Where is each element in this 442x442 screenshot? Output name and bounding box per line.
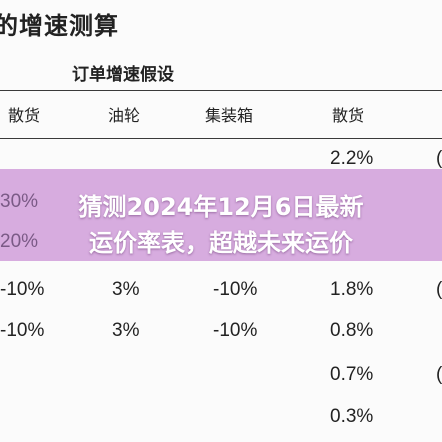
table-cell-obscured: 30% <box>0 191 39 212</box>
table-cell: 0.7% <box>330 364 374 385</box>
table-cell: -10% <box>213 320 258 341</box>
truncated-column-glyph: ( <box>436 279 442 300</box>
table-cell: -10% <box>0 320 45 341</box>
column-header-container: 集装箱 <box>205 106 254 125</box>
column-header-tanker: 油轮 <box>108 106 141 125</box>
headline-overlay-banner: 30% 20% 猜测2024年12月6日最新 运价率表，超越未来运价 <box>0 169 442 261</box>
overlay-headline-line-2: 运价率表，超越未来运价 <box>89 229 353 257</box>
table-cell: 2.2% <box>330 148 374 169</box>
table-cell-obscured: 20% <box>0 231 39 252</box>
table-cell: 0.8% <box>330 320 374 341</box>
page-title: 的增速测算 <box>0 11 119 40</box>
table-cell: 3% <box>112 320 140 341</box>
table-cell: 1.8% <box>330 279 374 300</box>
column-header-divider <box>0 138 442 139</box>
overlay-headline-line-1: 猜测2024年12月6日最新 <box>78 193 364 221</box>
table-cell: 0.3% <box>330 406 374 427</box>
table-cell: -10% <box>213 279 258 300</box>
column-header-bulk-1: 散货 <box>8 106 41 125</box>
table-group-header: 订单增速假设 <box>72 65 174 85</box>
truncated-column-glyph: ( <box>436 364 442 385</box>
column-header-bulk-2: 散货 <box>332 106 365 125</box>
truncated-column-glyph: ( <box>436 148 442 169</box>
table-cell: -10% <box>0 279 45 300</box>
table-cell: 3% <box>112 279 140 300</box>
group-header-divider <box>0 90 442 91</box>
